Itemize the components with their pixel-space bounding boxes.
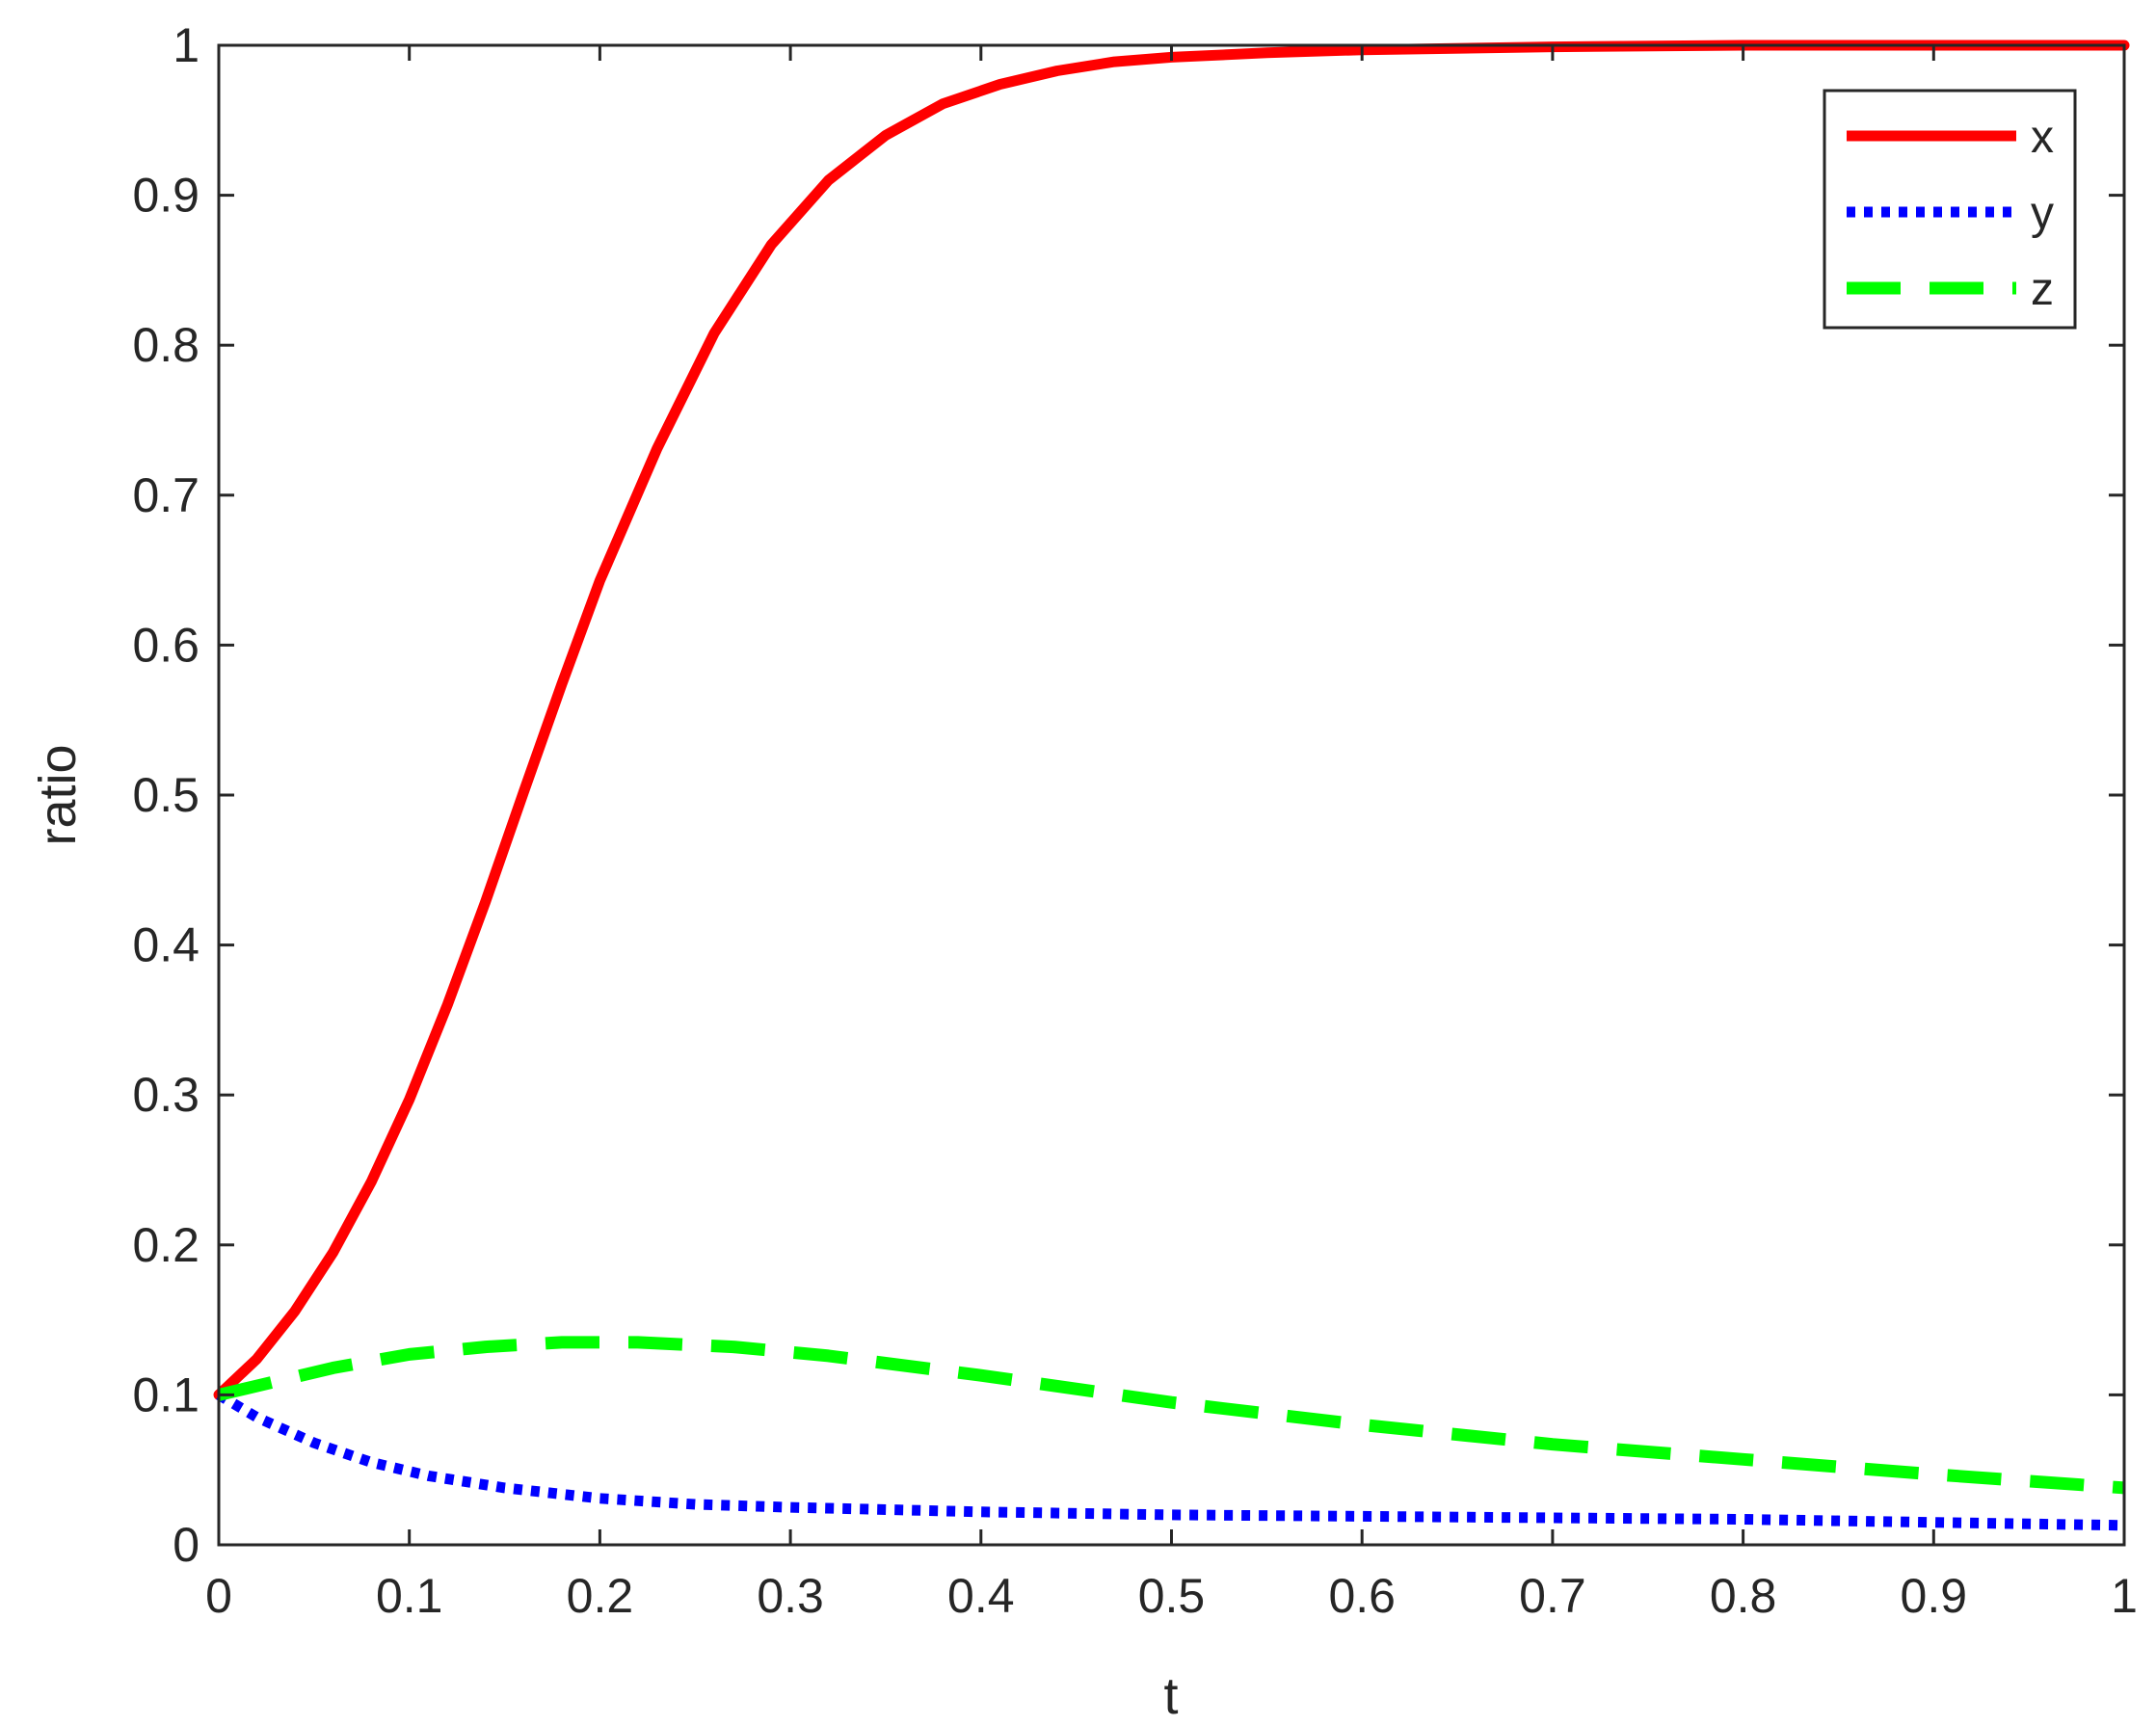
x-tick-label: 0.1: [376, 1569, 443, 1623]
y-tick-label: 0.1: [132, 1368, 200, 1421]
y-tick-label: 0.7: [132, 468, 200, 522]
legend-items: xyz: [1847, 112, 2054, 315]
y-tick-label: 1: [173, 18, 200, 72]
y-tick-label: 0.2: [132, 1218, 200, 1272]
series-line-y: [216, 1390, 2125, 1531]
x-tick-label: 0.9: [1901, 1569, 1968, 1623]
x-tick-label: 0.7: [1519, 1569, 1586, 1623]
plot-area: [219, 45, 2124, 1545]
legend-label-x: x: [2031, 112, 2054, 163]
y-tick-label: 0.9: [132, 169, 200, 223]
legend: xyz: [1823, 89, 2077, 330]
x-tick-label: 0.8: [1710, 1569, 1777, 1623]
x-tick-label: 0.6: [1328, 1569, 1396, 1623]
series-line-x: [213, 40, 2130, 1400]
x-tick-label: 1: [2111, 1569, 2138, 1623]
y-tick-label: 0.5: [132, 768, 200, 822]
series-line-z: [217, 1336, 2125, 1495]
legend-label-y: y: [2031, 188, 2054, 239]
x-tick-label: 0.2: [567, 1569, 634, 1623]
y-tick-label: 0.3: [132, 1068, 200, 1122]
x-tick-label: 0.3: [757, 1569, 824, 1623]
y-tick-label: 0.4: [132, 918, 200, 972]
x-tick-label: 0.5: [1138, 1569, 1206, 1623]
ticks-layer: 0 0.1 0.2 0.3 0.4 0.5 0.6 0.7 0.8 0.9 1 0 0.1 0.2 0.3 0…: [132, 18, 2137, 1623]
y-tick-label: 0.8: [132, 318, 200, 372]
x-axis-label: t: [1163, 1667, 1178, 1721]
y-tick-label: 0: [173, 1518, 200, 1572]
x-tick-label: 0.4: [947, 1569, 1015, 1623]
y-tick-label: 0.6: [132, 618, 200, 672]
legend-label-z: z: [2031, 264, 2054, 315]
series-layer: [213, 40, 2130, 1531]
y-axis-label: ratio: [29, 744, 87, 845]
x-tick-label: 0: [205, 1569, 232, 1623]
